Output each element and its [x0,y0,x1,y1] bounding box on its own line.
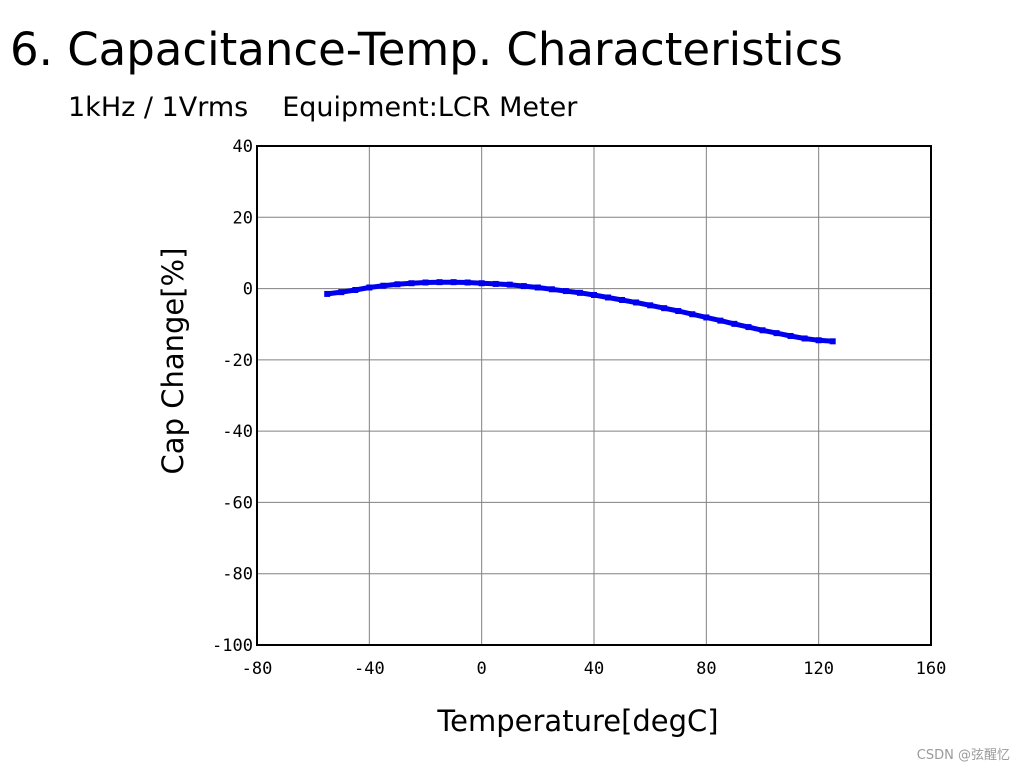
data-point [422,279,429,286]
data-point [647,302,654,309]
plot-frame [256,145,932,646]
y-tick-label: -20 [222,351,253,371]
data-point [815,337,822,344]
y-axis-label: Cap Change[%] [156,248,190,475]
data-point [548,286,555,293]
watermark: CSDN @弦醒忆 [916,748,1010,763]
y-tick-label: 40 [233,137,253,157]
y-tick-label: 20 [233,208,253,228]
data-point [576,289,583,296]
data-point [703,314,710,321]
y-tick-label: -100 [212,636,253,656]
y-tick-label: 0 [243,280,253,300]
data-point [534,284,541,291]
x-tick-label: 0 [477,659,487,679]
data-point [591,291,597,298]
data-point [759,327,766,334]
series-points [324,279,836,345]
x-tick-label: 40 [584,659,604,679]
data-point [562,288,569,295]
test-conditions: 1kHz / 1Vrms Equipment:LCR Meter [68,90,577,126]
data-point [619,296,626,303]
x-tick-label: -80 [242,659,273,679]
data-point [394,281,401,288]
data-point [492,280,499,287]
data-point [717,317,724,324]
y-tick-label: -60 [222,493,253,513]
data-point [408,280,415,287]
data-point [478,280,485,287]
data-point [829,338,836,345]
data-point [436,279,443,286]
x-tick-label: -40 [354,659,385,679]
y-tick-label: -80 [222,565,253,585]
x-tick-label: 80 [696,659,716,679]
measurement-conditions: 1kHz / 1Vrms [68,92,249,123]
data-point [801,335,808,342]
data-point [506,281,513,288]
y-tick-label: -40 [222,422,253,442]
data-point [380,282,387,289]
equipment-label: Equipment:LCR Meter [282,92,578,123]
data-point [689,311,696,318]
data-point [324,290,331,297]
data-point [338,289,345,296]
data-point [464,279,471,286]
data-point [450,279,457,286]
page-title: 6. Capacitance-Temp. Characteristics [10,23,843,76]
data-point [605,294,612,301]
x-tick-label: 120 [803,659,834,679]
data-point [633,299,640,306]
data-point [787,332,794,339]
data-point [352,286,359,293]
data-point [745,324,752,331]
data-point [773,330,780,337]
data-point [675,308,682,315]
x-tick-label: 160 [916,659,947,679]
data-point [731,320,738,327]
y-tick-labels: 40 20 0 -20 -40 -60 -80 -100 [212,137,253,656]
grid [256,145,932,646]
x-axis-label: Temperature[degC] [436,704,718,738]
data-point [520,283,527,290]
data-point [366,284,373,291]
data-point [661,305,668,312]
x-tick-labels: -80 -40 0 40 80 120 160 [242,659,947,679]
